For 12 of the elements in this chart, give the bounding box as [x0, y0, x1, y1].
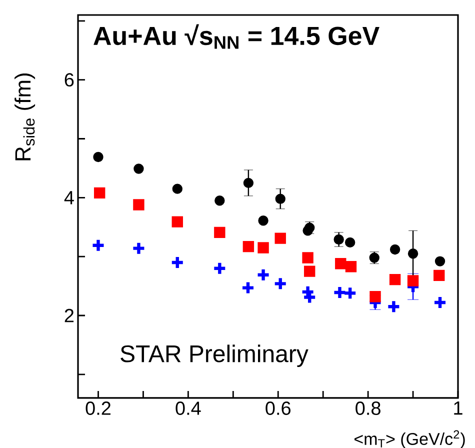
y-tick-label: 4 [64, 191, 74, 204]
x-tick-label: 1 [454, 402, 462, 415]
x-axis-title: <m$_{T}$> (GeV/c$^{2}$) [354, 430, 465, 448]
y-tick-label: 6 [64, 73, 74, 87]
y-axis-title: R$_{side}$ (fm) [14, 74, 36, 160]
x-tick-label: 0.6 [266, 402, 290, 415]
x-tick-label: 0.8 [356, 402, 380, 415]
x-tick-label: 0.2 [86, 402, 110, 415]
y-tick-label: 2 [64, 308, 74, 322]
x-tick-label: 0.4 [176, 402, 201, 415]
annotation: STAR Preliminary [120, 344, 308, 368]
chart-title: Au+Au √s$_{NN}$ = 14.5 GeV [94, 24, 380, 49]
